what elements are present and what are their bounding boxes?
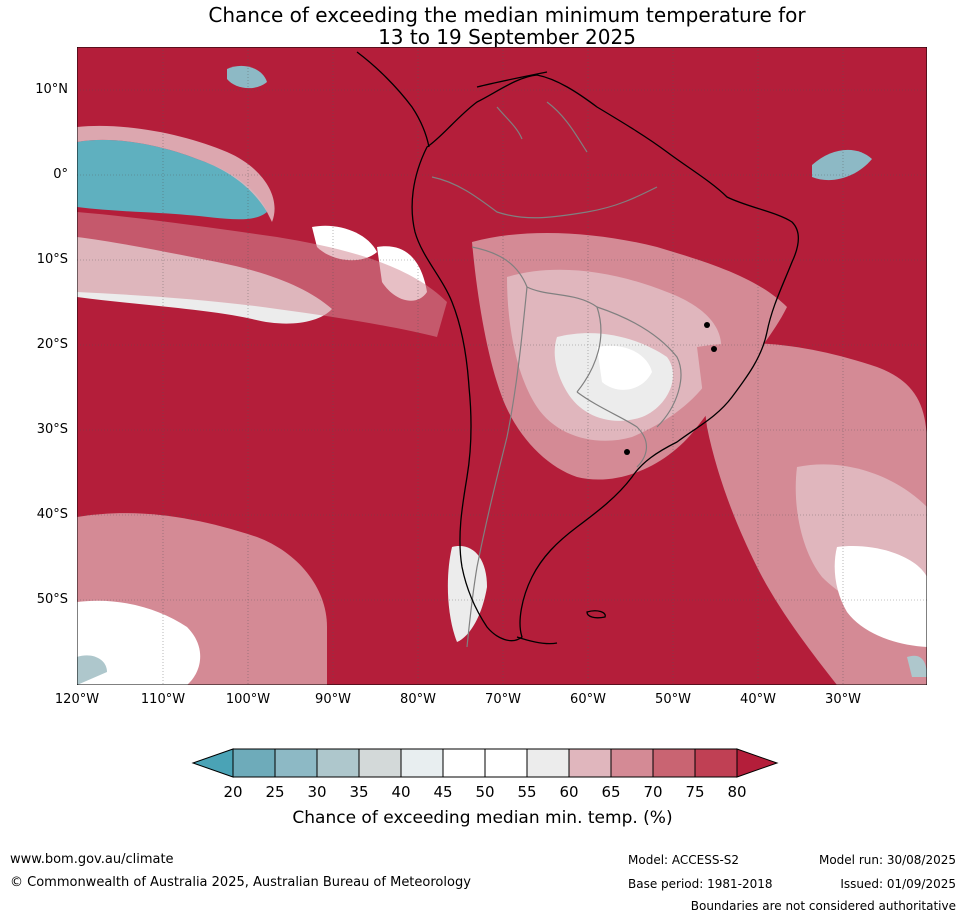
issued-date: Issued: 01/09/2025 bbox=[840, 877, 956, 891]
colorbar-tick: 40 bbox=[391, 783, 411, 801]
colorbar-tick: 30 bbox=[307, 783, 327, 801]
lat-label: 40°S bbox=[36, 507, 68, 522]
patch-white-atlantic bbox=[834, 546, 927, 647]
patch-cool-north bbox=[227, 65, 267, 89]
colorbar-segment bbox=[610, 748, 654, 778]
copyright-notice: © Commonwealth of Australia 2025, Austra… bbox=[10, 875, 471, 890]
south-america-coast bbox=[411, 74, 800, 642]
patch-white-center bbox=[597, 345, 652, 390]
map-title: Chance of exceeding the median minimum t… bbox=[0, 4, 965, 48]
colorbar-label: Chance of exceeding median min. temp. (%… bbox=[292, 808, 673, 828]
colorbar-segment bbox=[694, 748, 738, 778]
colorbar-tick: 20 bbox=[223, 783, 243, 801]
base-period: Base period: 1981-2018 bbox=[628, 877, 773, 891]
colorbar-tick: 50 bbox=[475, 783, 495, 801]
colorbar-segment bbox=[232, 748, 276, 778]
coastline bbox=[356, 51, 800, 645]
patch-light-patagonia bbox=[447, 546, 487, 642]
lon-label: 120°W bbox=[54, 692, 100, 707]
title-line-1: Chance of exceeding the median minimum t… bbox=[208, 3, 806, 27]
lat-label: 0° bbox=[53, 167, 68, 182]
website-link[interactable]: www.bom.gov.au/climate bbox=[10, 852, 174, 867]
colorbar-tick: 70 bbox=[643, 783, 663, 801]
colorbar-segment bbox=[526, 748, 570, 778]
lat-label: 30°S bbox=[36, 422, 68, 437]
colorbar-arrow-left bbox=[191, 748, 234, 778]
colorbar-tick: 25 bbox=[265, 783, 285, 801]
lon-label: 50°W bbox=[655, 692, 691, 707]
lat-label: 10°S bbox=[36, 252, 68, 267]
lon-label: 30°W bbox=[825, 692, 861, 707]
colorbar-arrow-right bbox=[736, 748, 779, 778]
colorbar-tick: 60 bbox=[559, 783, 579, 801]
colorbar-tick: 45 bbox=[433, 783, 453, 801]
tierra-del-fuego bbox=[516, 636, 558, 645]
lon-label: 100°W bbox=[225, 692, 271, 707]
lon-label: 40°W bbox=[740, 692, 776, 707]
patch-white-southwest bbox=[77, 600, 201, 685]
forecast-map bbox=[77, 47, 927, 685]
colorbar-tick: 80 bbox=[727, 783, 747, 801]
colorbar-segment bbox=[484, 748, 528, 778]
patch-pink-west bbox=[77, 212, 447, 337]
falkland-islands bbox=[586, 610, 606, 619]
lon-label: 90°W bbox=[315, 692, 351, 707]
colorbar-tick: 35 bbox=[349, 783, 369, 801]
patch-cool-west bbox=[77, 139, 267, 220]
model-run-date: Model run: 30/08/2025 bbox=[818, 853, 956, 867]
patch-cool-southwest bbox=[77, 655, 107, 685]
lat-label: 50°S bbox=[36, 592, 68, 607]
patch-cool-east bbox=[812, 149, 872, 181]
graticule bbox=[77, 47, 927, 685]
colorbar bbox=[191, 748, 779, 778]
central-america-coast bbox=[356, 51, 430, 148]
colorbar-tick: 65 bbox=[601, 783, 621, 801]
lon-label: 60°W bbox=[570, 692, 606, 707]
probability-patches bbox=[77, 65, 927, 685]
caribbean-coast bbox=[476, 71, 548, 88]
colorbar-segment bbox=[652, 748, 696, 778]
colorbar-segment bbox=[442, 748, 486, 778]
lat-label: 20°S bbox=[36, 337, 68, 352]
lat-label: 10°N bbox=[35, 82, 68, 97]
colorbar-segment bbox=[274, 748, 318, 778]
colorbar-segment bbox=[568, 748, 612, 778]
boundary-disclaimer: Boundaries are not considered authoritat… bbox=[690, 899, 956, 913]
colorbar-tick: 75 bbox=[685, 783, 705, 801]
patch-cool-southeast bbox=[907, 655, 927, 677]
lon-label: 110°W bbox=[140, 692, 186, 707]
patch-cool-west-edge bbox=[77, 125, 275, 222]
colorbar-tick: 55 bbox=[517, 783, 537, 801]
lakes bbox=[624, 322, 717, 455]
lon-label: 80°W bbox=[400, 692, 436, 707]
colorbar-segment bbox=[358, 748, 402, 778]
title-line-2: 13 to 19 September 2025 bbox=[378, 25, 636, 49]
map-canvas bbox=[77, 47, 927, 685]
colorbar-segment bbox=[400, 748, 444, 778]
colorbar-segment bbox=[316, 748, 360, 778]
lon-label: 70°W bbox=[485, 692, 521, 707]
model-name: Model: ACCESS-S2 bbox=[628, 853, 740, 867]
